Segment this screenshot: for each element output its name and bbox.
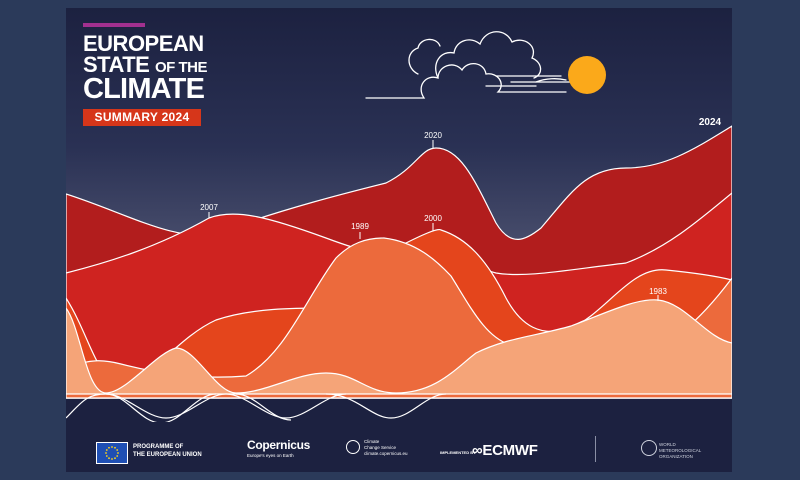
copernicus-name: Copernicus (247, 438, 311, 452)
copernicus-logo-icon: Copernicus Europe's eyes on Earth (247, 438, 310, 458)
c3s-label: Climate Change Service climate.copernicu… (364, 439, 424, 457)
title-line-3: CLIMATE (83, 72, 205, 105)
c3s-line-3: climate.copernicus.eu (364, 450, 408, 456)
wmo-line-2: METEOROLOGICAL (659, 447, 702, 453)
wmo-line-3: ORGANIZATION (659, 453, 693, 459)
year-label-2020: 2020 (424, 131, 442, 140)
climate-stripes-artwork: 2007 2020 1989 2000 1983 2024 (66, 31, 732, 424)
c3s-line-1: Climate (364, 439, 380, 444)
year-label-1983: 1983 (649, 287, 667, 296)
year-label-2000: 2000 (424, 214, 442, 223)
title-line-2-small: OF THE (154, 58, 208, 76)
wmo-label: WORLD METEOROLOGICAL ORGANIZATION (659, 442, 719, 460)
title-line-2-main: STATE (83, 51, 150, 77)
year-label-2007: 2007 (200, 203, 218, 212)
wmo-line-1: WORLD (659, 442, 676, 447)
partner-logos-footer: PROGRAMME OF THE EUROPEAN UNION Copernic… (66, 422, 732, 472)
ecmwf-logo-icon: ∞ECMWF (472, 442, 538, 459)
eu-label-line-1: PROGRAMME OF (133, 444, 184, 450)
band-peach (66, 299, 732, 395)
lower-dark-band (66, 394, 732, 424)
copernicus-tagline: Europe's eyes on Earth (247, 453, 294, 458)
c3s-emblem-icon (346, 440, 360, 454)
c3s-line-2: Change Service (364, 444, 397, 450)
report-cover: 2007 2020 1989 2000 1983 2024 EUROPEAN S… (66, 8, 732, 472)
footer-divider (595, 436, 596, 462)
sun-icon (568, 56, 606, 94)
report-title: EUROPEAN STATE OF THE CLIMATE (83, 31, 208, 105)
eu-programme-label: PROGRAMME OF THE EUROPEAN UNION (133, 444, 202, 459)
title-line-1: EUROPEAN (83, 31, 204, 56)
eu-flag-icon (96, 442, 128, 464)
wmo-logo-icon (641, 440, 657, 456)
summary-badge: SUMMARY 2024 (83, 109, 201, 126)
cloud-icon (365, 31, 572, 99)
eu-label-line-2: THE EUROPEAN UNION (133, 451, 202, 458)
ecmwf-name: ECMWF (482, 442, 538, 459)
bottom-wave-line-1 (66, 393, 347, 419)
year-label-1989: 1989 (351, 222, 369, 231)
year-label-2024: 2024 (699, 117, 722, 128)
title-accent-bar (83, 23, 145, 27)
title-line-2: STATE OF THE (83, 51, 208, 77)
ecmwf-glyph-icon: ∞ (472, 442, 483, 459)
implemented-by-label: IMPLEMENTED BY (440, 450, 476, 455)
